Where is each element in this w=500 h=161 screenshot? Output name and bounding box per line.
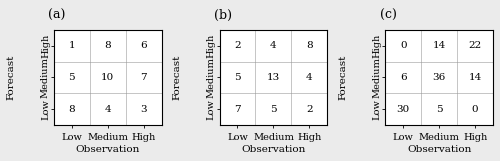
- Text: 8: 8: [306, 41, 312, 50]
- Y-axis label: Forecast: Forecast: [338, 55, 347, 100]
- Text: 4: 4: [104, 105, 111, 114]
- Text: 8: 8: [68, 105, 75, 114]
- Text: 5: 5: [68, 73, 75, 82]
- Text: 0: 0: [472, 105, 478, 114]
- X-axis label: Observation: Observation: [241, 145, 306, 154]
- Text: 13: 13: [267, 73, 280, 82]
- Text: 7: 7: [140, 73, 147, 82]
- Text: 4: 4: [270, 41, 276, 50]
- Text: 7: 7: [234, 105, 241, 114]
- Text: 6: 6: [140, 41, 147, 50]
- Text: 36: 36: [432, 73, 446, 82]
- Text: (b): (b): [214, 9, 232, 22]
- Text: 4: 4: [306, 73, 312, 82]
- Text: 22: 22: [468, 41, 481, 50]
- Text: 1: 1: [68, 41, 75, 50]
- Text: 5: 5: [436, 105, 442, 114]
- Text: 2: 2: [234, 41, 241, 50]
- X-axis label: Observation: Observation: [407, 145, 472, 154]
- Y-axis label: Forecast: Forecast: [7, 55, 16, 100]
- Text: 5: 5: [234, 73, 241, 82]
- Text: (a): (a): [48, 9, 66, 22]
- Text: 6: 6: [400, 73, 406, 82]
- Text: 14: 14: [468, 73, 481, 82]
- Text: 30: 30: [396, 105, 410, 114]
- Text: (c): (c): [380, 9, 396, 22]
- Text: 10: 10: [101, 73, 114, 82]
- Text: 0: 0: [400, 41, 406, 50]
- Text: 5: 5: [270, 105, 276, 114]
- Y-axis label: Forecast: Forecast: [172, 55, 182, 100]
- Text: 8: 8: [104, 41, 111, 50]
- Text: 2: 2: [306, 105, 312, 114]
- Text: 14: 14: [432, 41, 446, 50]
- Text: 3: 3: [140, 105, 147, 114]
- X-axis label: Observation: Observation: [76, 145, 140, 154]
